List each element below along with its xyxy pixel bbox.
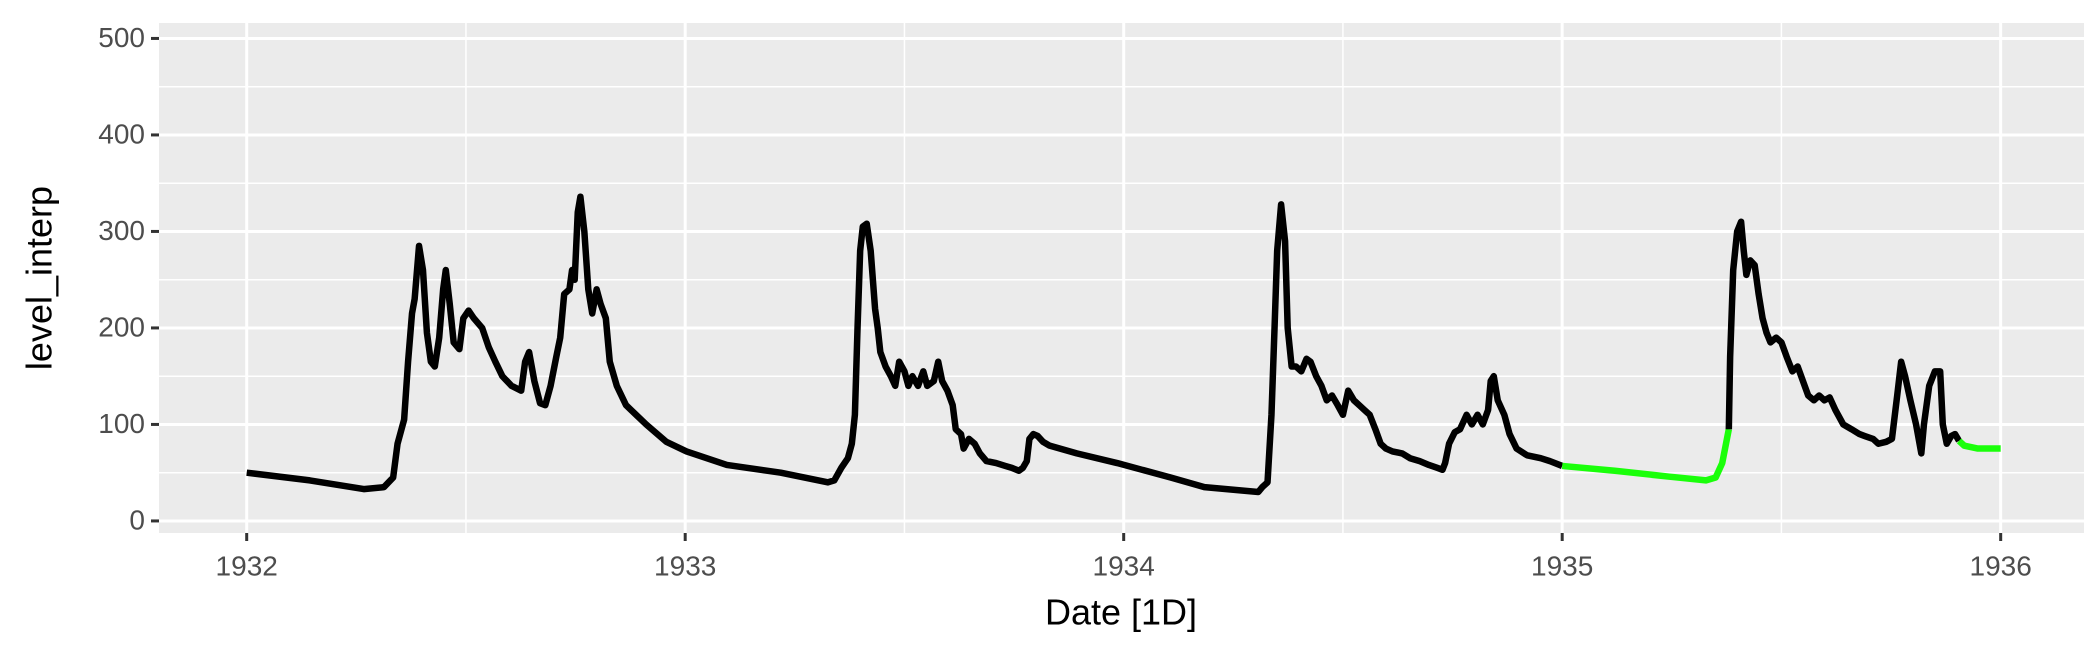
series-line bbox=[1725, 218, 1962, 457]
y-tick-label: 100 bbox=[98, 408, 145, 439]
x-tick-label: 1934 bbox=[1093, 550, 1155, 581]
y-axis-title: level_interp bbox=[19, 186, 60, 370]
series-line bbox=[246, 193, 1564, 496]
series-line bbox=[1561, 428, 1733, 484]
x-tick-label: 1935 bbox=[1531, 550, 1593, 581]
y-tick-label: 200 bbox=[98, 311, 145, 342]
plot-panel bbox=[159, 23, 2084, 533]
x-axis-title: Date [1D] bbox=[1045, 592, 1197, 633]
x-tick-label: 1932 bbox=[216, 550, 278, 581]
x-tick-label: 1933 bbox=[654, 550, 716, 581]
y-tick-label: 400 bbox=[98, 118, 145, 149]
series-line bbox=[1956, 438, 2001, 452]
y-tick-label: 500 bbox=[98, 22, 145, 53]
y-tick-label: 300 bbox=[98, 215, 145, 246]
x-tick-label: 1936 bbox=[1970, 550, 2032, 581]
y-tick-label: 0 bbox=[129, 504, 145, 535]
